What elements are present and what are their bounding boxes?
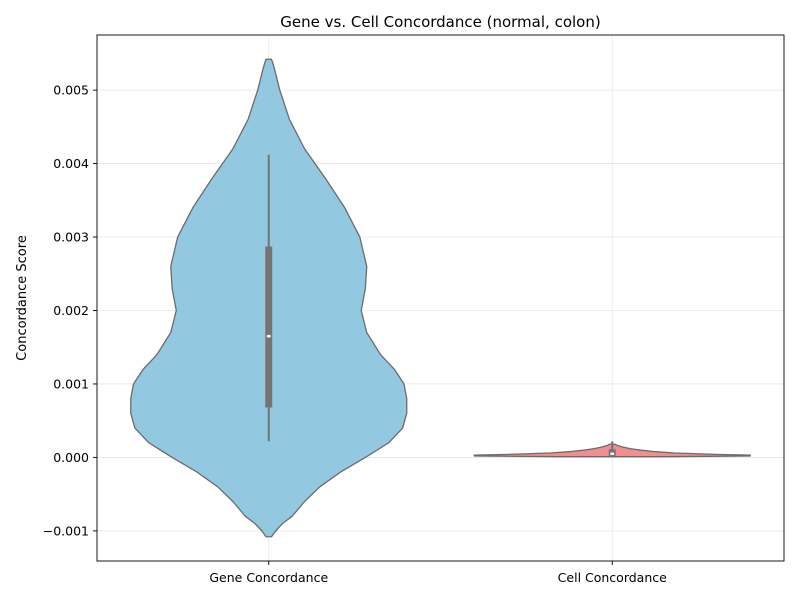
plot-frame <box>96 34 785 562</box>
median-marker-cell-concordance <box>610 452 615 456</box>
iqr-box-gene-concordance <box>265 246 273 408</box>
y-tick-label: 0.005 <box>53 83 89 98</box>
y-tick-label: −0.001 <box>43 523 89 538</box>
y-tick-label: 0.000 <box>53 450 89 465</box>
x-tick-label: Cell Concordance <box>558 570 667 585</box>
violin-layer <box>130 58 751 538</box>
y-tick-label: 0.001 <box>53 376 89 391</box>
axis-layer: −0.001 0.000 0.001 0.002 0.003 0.004 0.005 Gene… <box>43 83 667 585</box>
y-tick-label: 0.004 <box>53 156 89 171</box>
x-tick-label: Gene Concordance <box>209 570 328 585</box>
y-tick-label: 0.002 <box>53 303 89 318</box>
y-axis-label: Concordance Score <box>15 235 30 361</box>
y-tick-label: 0.003 <box>53 230 89 245</box>
median-marker-gene-concordance <box>266 334 271 338</box>
chart-title: Gene vs. Cell Concordance (normal, colon… <box>280 13 600 31</box>
